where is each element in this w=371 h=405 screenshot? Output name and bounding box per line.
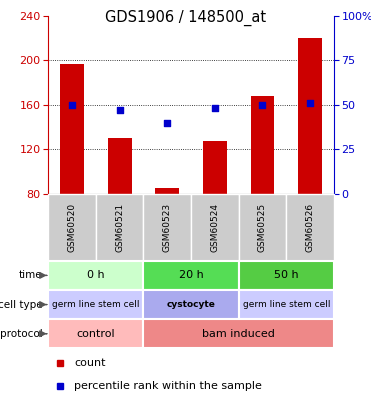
- Bar: [96, 194, 144, 261]
- Bar: [144, 261, 239, 290]
- Point: [69, 102, 75, 108]
- Text: GSM60521: GSM60521: [115, 203, 124, 252]
- Bar: [239, 194, 286, 261]
- Text: cell type: cell type: [0, 300, 43, 309]
- Text: GSM60520: GSM60520: [68, 203, 76, 252]
- Text: protocol: protocol: [0, 329, 43, 339]
- Text: count: count: [74, 358, 105, 368]
- Text: GSM60524: GSM60524: [210, 203, 219, 252]
- Bar: [144, 319, 334, 348]
- Text: cystocyte: cystocyte: [167, 300, 216, 309]
- Text: germ line stem cell: germ line stem cell: [52, 300, 139, 309]
- Bar: [203, 141, 227, 194]
- Text: time: time: [19, 271, 43, 280]
- Bar: [60, 64, 84, 194]
- Text: percentile rank within the sample: percentile rank within the sample: [74, 381, 262, 391]
- Point: [164, 119, 170, 126]
- Bar: [48, 194, 96, 261]
- Text: control: control: [76, 329, 115, 339]
- Text: 50 h: 50 h: [274, 271, 299, 280]
- Bar: [191, 194, 239, 261]
- Text: GSM60523: GSM60523: [163, 203, 172, 252]
- Bar: [144, 194, 191, 261]
- Bar: [250, 96, 275, 194]
- Point: [259, 102, 265, 108]
- Bar: [48, 261, 144, 290]
- Text: 0 h: 0 h: [87, 271, 105, 280]
- Bar: [155, 188, 179, 194]
- Bar: [298, 38, 322, 194]
- Text: 20 h: 20 h: [179, 271, 203, 280]
- Text: GSM60526: GSM60526: [306, 203, 315, 252]
- Bar: [239, 261, 334, 290]
- Bar: [48, 319, 144, 348]
- Bar: [48, 290, 144, 319]
- Point: [307, 100, 313, 107]
- Bar: [286, 194, 334, 261]
- Bar: [239, 290, 334, 319]
- Text: GDS1906 / 148500_at: GDS1906 / 148500_at: [105, 10, 266, 26]
- Bar: [108, 139, 132, 194]
- Text: bam induced: bam induced: [202, 329, 275, 339]
- Point: [212, 105, 218, 112]
- Text: germ line stem cell: germ line stem cell: [243, 300, 330, 309]
- Bar: [144, 290, 239, 319]
- Point: [116, 107, 122, 113]
- Text: GSM60525: GSM60525: [258, 203, 267, 252]
